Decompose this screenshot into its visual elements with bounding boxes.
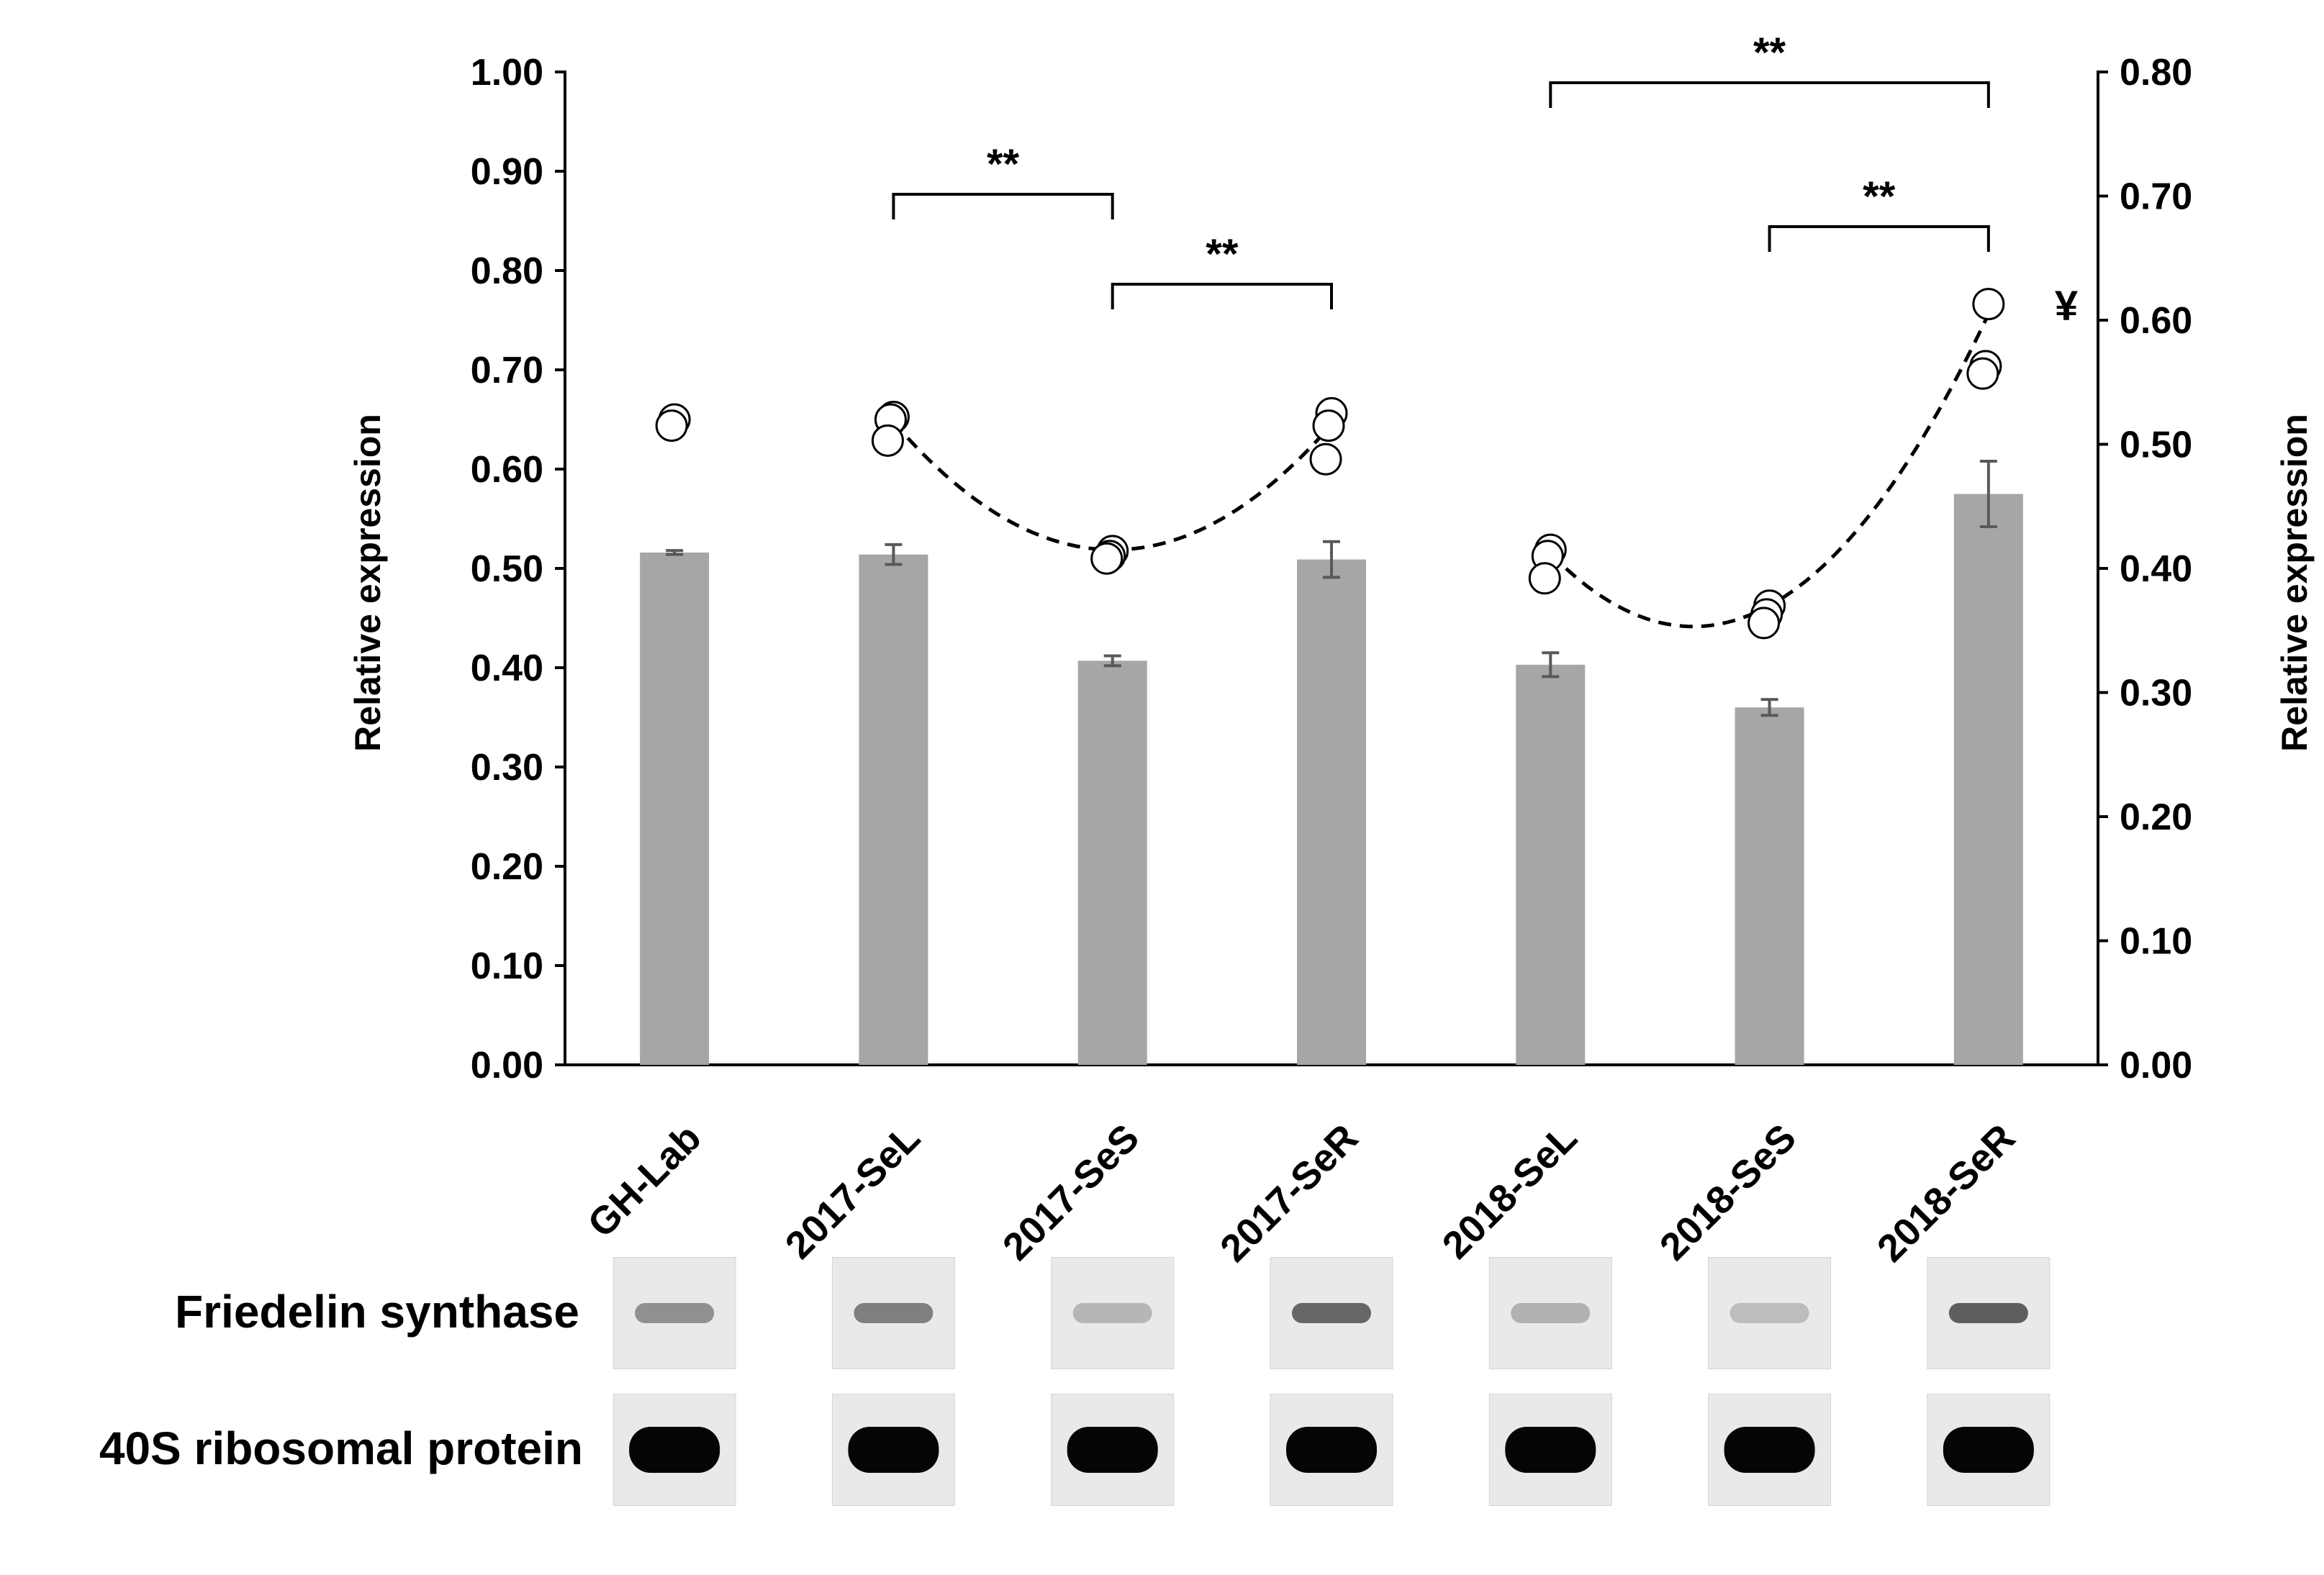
right-axis-title: Relative expression <box>2274 414 2315 752</box>
gel-band <box>1292 1303 1371 1323</box>
left-tick-label: 0.20 <box>471 846 543 888</box>
category-label: 2017-SeR <box>1212 1116 1366 1270</box>
gel-panel: Friedelin synthase 40S ribosomal protein <box>99 1257 2051 1506</box>
bar <box>1953 494 2023 1065</box>
bar <box>859 554 928 1065</box>
gel-band <box>1511 1303 1591 1323</box>
left-tick-label: 0.10 <box>471 945 543 987</box>
replicate-point <box>1972 288 2005 321</box>
significance-label: ** <box>1753 29 1786 76</box>
right-tick-label: 0.30 <box>2120 673 2192 714</box>
replicate-point <box>1966 357 1999 390</box>
gel-row-label: 40S ribosomal protein <box>99 1422 583 1474</box>
trend-line <box>892 420 1333 552</box>
bar <box>1516 664 1586 1065</box>
significance-bracket <box>892 193 1114 219</box>
right-tick-label: 0.80 <box>2120 52 2192 94</box>
right-tick-label: 0.00 <box>2120 1045 2192 1086</box>
right-tick-label: 0.20 <box>2120 796 2192 838</box>
bar <box>1735 707 1804 1065</box>
replicate-point <box>1747 607 1781 640</box>
plot-area: 0.00 0.10 0.20 0.30 0.40 0.50 0.60 0.70 0.80 0.90… <box>348 29 2315 1270</box>
significance-bracket <box>1549 81 1990 108</box>
gel-band <box>1286 1427 1377 1473</box>
right-tick-label: 0.40 <box>2120 548 2192 590</box>
left-tick-label: 0.40 <box>471 648 543 689</box>
left-tick-label: 0.60 <box>471 449 543 491</box>
replicate-point <box>871 424 904 457</box>
replicate-point <box>1528 562 1561 595</box>
gel-band <box>1730 1303 1809 1323</box>
significance-bracket <box>1768 225 1990 252</box>
annotation-yen: ¥ <box>2055 283 2078 330</box>
gel-band <box>1948 1303 2028 1323</box>
significance-label: ** <box>987 141 1020 188</box>
right-tick-label: 0.10 <box>2120 921 2192 963</box>
left-tick-label: 1.00 <box>471 52 543 94</box>
category-label: 2018-SeL <box>1434 1116 1586 1267</box>
left-tick-label: 0.50 <box>471 548 543 590</box>
gel-band <box>1943 1427 2034 1473</box>
gel-band <box>1505 1427 1596 1473</box>
replicate-point <box>655 409 688 442</box>
replicate-point <box>1309 442 1342 476</box>
category-label: 2018-SeS <box>1652 1116 1804 1268</box>
significance-bracket <box>1111 283 1333 309</box>
category-label: 2018-SeR <box>1869 1116 2023 1270</box>
gel-band <box>848 1427 939 1473</box>
category-label: GH-Lab <box>579 1116 709 1245</box>
gel-band <box>1724 1427 1815 1473</box>
gel-band <box>635 1303 715 1323</box>
category-label: 2017-SeL <box>777 1116 928 1267</box>
bar <box>1077 661 1147 1065</box>
category-label: 2017-SeS <box>995 1116 1147 1268</box>
right-tick-label: 0.60 <box>2120 300 2192 342</box>
trend-line <box>1549 313 1991 629</box>
left-tick-label: 0.30 <box>471 747 543 789</box>
right-tick-label: 0.50 <box>2120 425 2192 466</box>
replicate-point <box>1090 542 1123 575</box>
bar <box>1297 559 1366 1065</box>
left-tick-label: 0.70 <box>471 350 543 391</box>
gel-row-label: Friedelin synthase <box>175 1286 579 1338</box>
left-axis-title: Relative expression <box>348 414 388 752</box>
left-tick-label: 0.80 <box>471 250 543 292</box>
significance-label: ** <box>1206 231 1239 278</box>
gel-band <box>1072 1303 1152 1323</box>
gel-band <box>854 1303 933 1323</box>
gel-band <box>1067 1427 1158 1473</box>
bar <box>640 552 710 1065</box>
significance-label: ** <box>1863 173 1896 220</box>
left-tick-label: 0.00 <box>471 1045 543 1086</box>
replicate-point <box>1312 409 1345 442</box>
right-tick-label: 0.70 <box>2120 176 2192 218</box>
gel-band <box>629 1427 720 1473</box>
left-tick-label: 0.90 <box>471 151 543 193</box>
